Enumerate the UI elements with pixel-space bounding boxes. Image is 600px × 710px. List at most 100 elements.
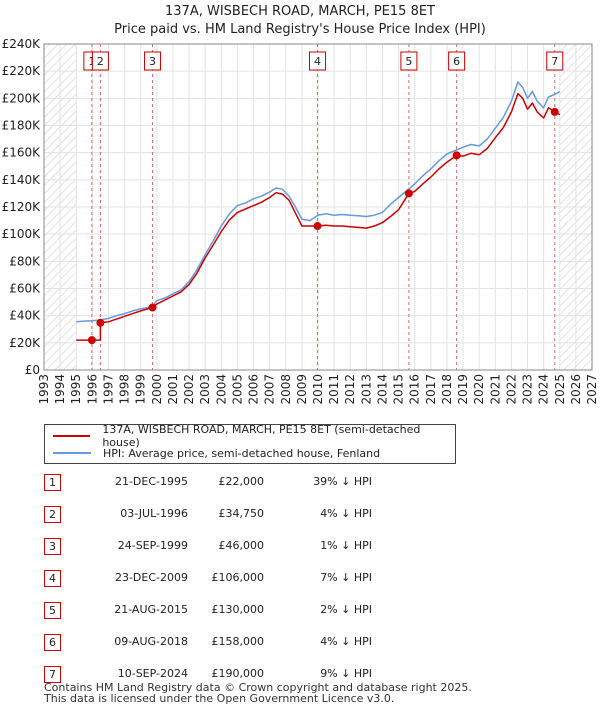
x-tick-label: 2001 [166, 374, 180, 405]
y-tick-label: £120K [2, 200, 42, 214]
x-tick-label: 2000 [150, 374, 164, 405]
x-tick-label: 2006 [247, 374, 261, 405]
y-tick-label: £100K [2, 227, 42, 241]
transaction-date: 03-JUL-1996 [120, 507, 188, 520]
x-tick-label: 2014 [375, 374, 389, 405]
y-tick-label: £60K [9, 282, 41, 296]
sale-label-number: 1 [88, 55, 95, 68]
x-tick-label: 2007 [263, 374, 277, 405]
transaction-row: 7 10-SEP-2024 £190,000 9% ↓ HPI [44, 663, 444, 687]
price-chart: £0 £20K £40K £60K £80K £100K £120K £140K £160K £1… [2, 37, 599, 405]
chart-title: 137A, WISBECH ROAD, MARCH, PE15 8ET [165, 4, 435, 19]
sale-label-number: 6 [453, 55, 460, 68]
transaction-row: 6 09-AUG-2018 £158,000 4% ↓ HPI [44, 631, 444, 655]
transaction-price: £22,000 [218, 475, 265, 488]
transaction-row: 2 03-JUL-1996 £34,750 4% ↓ HPI [44, 503, 444, 527]
property-price-line [76, 92, 561, 341]
x-tick-label: 2011 [327, 374, 341, 405]
transaction-price: £130,000 [211, 603, 265, 616]
transaction-number: 6 [44, 634, 61, 651]
transaction-price: £190,000 [211, 667, 265, 680]
y-tick-label: £80K [9, 254, 41, 268]
sale-label-box [400, 51, 418, 71]
x-tick-label: 2020 [472, 374, 486, 405]
transaction-hpi-diff: 39% ↓ HPI [313, 475, 372, 488]
legend-label-hpi: HPI: Average price, semi-detached house,… [103, 446, 381, 460]
x-tick-label: 1993 [37, 374, 51, 405]
sale-label-box [546, 51, 564, 71]
footer: Contains HM Land Registry data © Crown c… [44, 682, 472, 704]
sale-label-box [143, 51, 161, 71]
x-tick-label: 2024 [537, 374, 551, 405]
transaction-hpi-diff: 9% ↓ HPI [320, 667, 372, 680]
transaction-row: 4 23-DEC-2009 £106,000 7% ↓ HPI [44, 567, 444, 591]
transaction-price: £46,000 [218, 539, 265, 552]
transaction-hpi-diff: 7% ↓ HPI [320, 571, 372, 584]
x-tick-label: 2003 [198, 374, 212, 405]
x-tick-label: 2010 [311, 374, 325, 405]
x-tick-label: 2002 [182, 374, 196, 405]
y-tick-label: £220K [2, 64, 42, 78]
sale-label-box [91, 51, 109, 71]
x-tick-label: 2022 [504, 374, 518, 405]
footer-licence: This data is licensed under the Open Gov… [44, 692, 395, 705]
transaction-row: 3 24-SEP-1999 £46,000 1% ↓ HPI [44, 535, 444, 559]
legend-item-property: 137A, WISBECH ROAD, MARCH, PE15 8ET (sem… [53, 423, 455, 449]
x-tick-label: 2023 [521, 374, 535, 405]
sale-point [313, 222, 322, 231]
transaction-number: 3 [44, 538, 61, 555]
x-tick-label: 2019 [456, 374, 470, 405]
x-tick-label: 2017 [424, 374, 438, 405]
plot-frame [43, 43, 593, 371]
transaction-price: £34,750 [218, 507, 265, 520]
legend-swatch-property [53, 435, 91, 437]
sale-point [404, 189, 413, 198]
x-tick-label: 2025 [553, 374, 567, 405]
sale-point [96, 318, 105, 327]
x-tick-label: 2018 [440, 374, 454, 405]
transaction-number: 4 [44, 570, 61, 587]
x-tick-label: 1997 [101, 374, 115, 405]
transaction-row: 1 21-DEC-1995 £22,000 39% ↓ HPI [44, 471, 444, 495]
x-tick-label: 2005 [230, 374, 244, 405]
sale-label-number: 4 [314, 55, 321, 68]
transaction-hpi-diff: 1% ↓ HPI [320, 539, 372, 552]
x-tick-label: 2009 [295, 374, 309, 405]
x-tick-label: 2021 [488, 374, 502, 405]
sale-label-number: 2 [97, 55, 104, 68]
sale-label-number: 3 [149, 55, 156, 68]
hpi-line [76, 81, 561, 323]
y-tick-label: £160K [2, 146, 42, 160]
legend-label-property: 137A, WISBECH ROAD, MARCH, PE15 8ET (sem… [102, 423, 421, 449]
sale-point [87, 336, 96, 345]
y-tick-label: £240K [2, 37, 42, 51]
sale-point [148, 303, 157, 312]
transaction-date: 23-DEC-2009 [114, 571, 188, 584]
sale-label-number: 7 [551, 55, 558, 68]
x-tick-label: 2027 [585, 374, 599, 405]
transaction-date: 09-AUG-2018 [114, 635, 188, 648]
legend: 137A, WISBECH ROAD, MARCH, PE15 8ET (sem… [44, 423, 456, 464]
x-tick-label: 2016 [408, 374, 422, 405]
legend-item-hpi: HPI: Average price, semi-detached house,… [53, 445, 380, 461]
sale-point [550, 107, 559, 116]
transaction-date: 21-AUG-2015 [114, 603, 188, 616]
x-tick-label: 1998 [118, 374, 132, 405]
sale-label-number: 5 [405, 55, 412, 68]
y-tick-label: £200K [2, 91, 42, 105]
x-tick-label: 2015 [392, 374, 406, 405]
transaction-row: 5 21-AUG-2015 £130,000 2% ↓ HPI [44, 599, 444, 623]
x-tick-label: 2013 [359, 374, 373, 405]
y-tick-label: £20K [9, 336, 41, 350]
transaction-number: 7 [44, 666, 61, 683]
x-tick-label: 2004 [214, 374, 228, 405]
sale-point [452, 151, 461, 160]
transaction-hpi-diff: 4% ↓ HPI [320, 507, 372, 520]
sale-label-box [448, 51, 466, 71]
transaction-number: 2 [44, 506, 61, 523]
y-tick-label: £0 [25, 363, 40, 377]
x-tick-label: 2012 [343, 374, 357, 405]
x-tick-label: 1994 [53, 374, 67, 405]
y-tick-label: £140K [2, 173, 42, 187]
y-tick-label: £180K [2, 119, 42, 133]
